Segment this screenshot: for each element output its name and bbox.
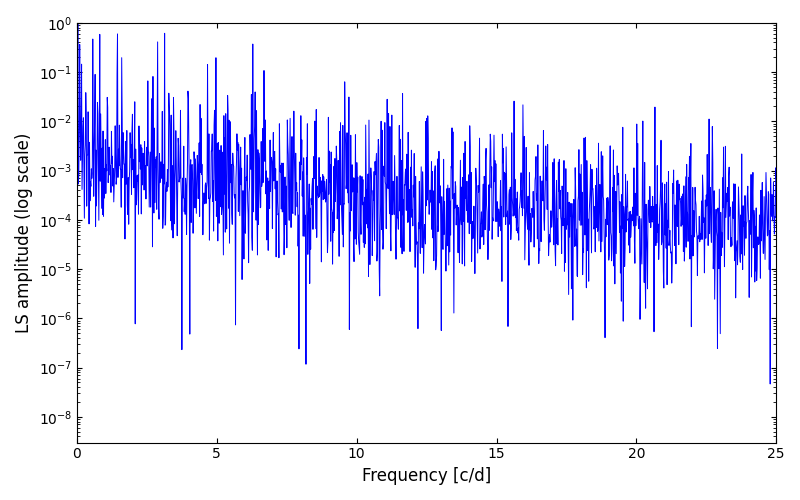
Y-axis label: LS amplitude (log scale): LS amplitude (log scale) [15, 132, 33, 333]
X-axis label: Frequency [c/d]: Frequency [c/d] [362, 467, 491, 485]
